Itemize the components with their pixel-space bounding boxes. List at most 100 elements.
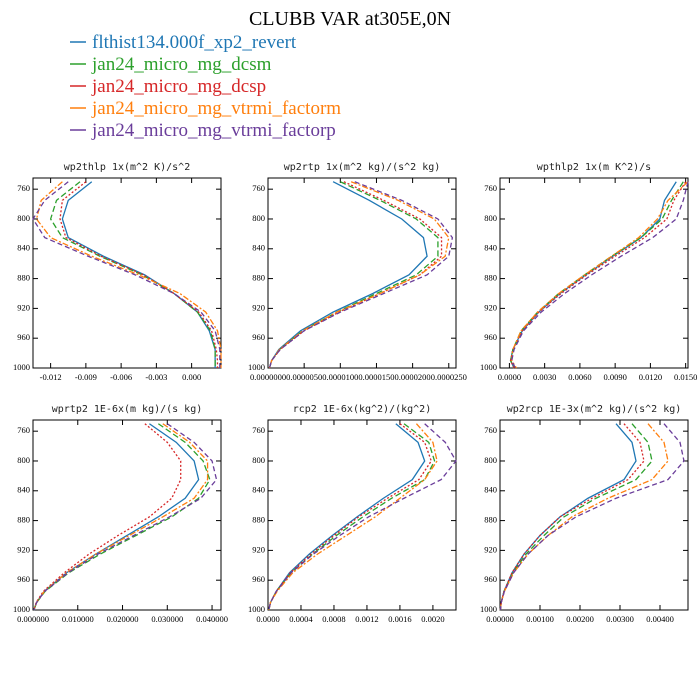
y-tick-label: 800 [17,213,30,223]
series-line [511,181,689,369]
series-line [49,181,216,368]
x-tick-label: 0.00300 [606,614,634,624]
y-tick-label: 960 [17,574,30,584]
y-tick-label: 960 [484,574,497,584]
x-tick-label: 0.030000 [151,614,183,624]
y-tick-label: 840 [484,485,497,495]
y-tick-label: 920 [484,302,497,312]
y-tick-label: 840 [17,243,30,253]
panel-title: wp2thlp 1x(m^2 K)/s^2 [64,162,190,173]
x-tick-label: 0.0000 [498,372,521,382]
series-line [509,181,687,369]
x-tick-label: 0.0000250 [431,372,467,382]
y-tick-label: 760 [484,425,497,435]
legend-label: jan24_micro_mg_vtrmi_factorp [91,120,336,141]
plot-frame [267,177,457,369]
y-tick-label: 800 [252,455,265,465]
y-tick-label: 880 [252,515,265,525]
x-tick-label: 0.0008 [322,614,345,624]
x-tick-label: 0.0020 [421,614,444,624]
y-tick-label: 840 [252,485,265,495]
y-tick-label: 960 [17,332,30,342]
y-tick-label: 760 [17,425,30,435]
y-tick-label: 760 [484,183,497,193]
y-tick-label: 880 [484,273,497,283]
legend-label: jan24_micro_mg_dcsm [91,54,272,75]
x-tick-label: 0.0000150 [358,372,394,382]
y-tick-label: 920 [17,544,30,554]
y-tick-label: 1000 [480,604,497,614]
series-line [32,181,221,368]
series-line [499,423,685,611]
series-line [33,423,182,611]
x-tick-label: 0.0012 [355,614,378,624]
series-line [33,423,209,611]
y-tick-label: 920 [252,544,265,554]
y-tick-label: 880 [252,273,265,283]
x-tick-label: 0.010000 [62,614,94,624]
x-tick-label: 0.0004 [289,614,313,624]
panel-title: wpthlp2 1x(m K^2)/s [537,162,651,173]
y-tick-label: 880 [17,515,30,525]
plot-frame [267,419,457,611]
y-tick-label: 960 [252,332,265,342]
y-tick-label: 760 [252,425,265,435]
x-tick-label: 0.0150 [674,372,697,382]
x-tick-label: 0.000000 [17,614,49,624]
legend-label: flthist134.000f_xp2_revert [92,32,297,53]
y-tick-label: 760 [252,183,265,193]
series-line [268,423,436,611]
plot-frame [32,419,222,611]
y-tick-label: 960 [484,332,497,342]
y-tick-label: 880 [484,515,497,525]
x-tick-label: 0.020000 [107,614,139,624]
y-tick-label: 920 [17,302,30,312]
series-line [35,181,222,368]
y-tick-label: 840 [252,243,265,253]
y-tick-label: 840 [484,243,497,253]
x-tick-label: 0.000 [182,372,201,382]
x-tick-label: 0.00400 [646,614,674,624]
y-tick-label: 800 [17,455,30,465]
series-line [268,181,454,369]
panel-title: wp2rcp 1E-3x(m^2 kg)/(s^2 kg) [507,404,682,415]
x-tick-label: 0.00100 [526,614,554,624]
y-tick-label: 800 [484,213,497,223]
plot-frame [499,419,689,611]
plot-frame [32,177,222,369]
legend-label: jan24_micro_mg_vtrmi_factorm [91,98,341,119]
y-tick-label: 920 [252,302,265,312]
x-tick-label: -0.012 [40,372,62,382]
x-tick-label: -0.009 [75,372,97,382]
x-tick-label: 0.0060 [568,372,591,382]
panel-title: wp2rtp 1x(m^2 kg)/(s^2 kg) [284,162,441,173]
y-tick-label: 800 [484,455,497,465]
x-tick-label: 0.0000 [256,614,279,624]
x-tick-label: 0.0030 [533,372,556,382]
x-tick-label: 0.00000 [486,614,514,624]
x-tick-label: 0.0000100 [322,372,358,382]
figure-title: CLUBB VAR at305E,0N [249,8,451,30]
y-tick-label: 1000 [480,362,497,372]
plot-frame [499,177,689,369]
series-line [511,181,689,369]
x-tick-label: -0.006 [110,372,132,382]
y-tick-label: 1000 [248,604,265,614]
x-tick-label: 0.0120 [639,372,662,382]
y-tick-label: 920 [484,544,497,554]
y-tick-label: 1000 [13,362,30,372]
series-line [268,423,457,611]
x-tick-label: 0.040000 [196,614,228,624]
x-tick-label: 0.0000000 [250,372,286,382]
x-tick-label: 0.0000200 [395,372,431,382]
y-tick-label: 960 [252,574,265,584]
x-tick-label: -0.003 [145,372,167,382]
y-tick-label: 800 [252,213,265,223]
legend-label: jan24_micro_mg_dcsp [91,76,266,97]
y-tick-label: 1000 [248,362,265,372]
x-tick-label: 0.0000050 [286,372,322,382]
panel-title: rcp2 1E-6x(kg^2)/(kg^2) [293,404,431,415]
y-tick-label: 760 [17,183,30,193]
